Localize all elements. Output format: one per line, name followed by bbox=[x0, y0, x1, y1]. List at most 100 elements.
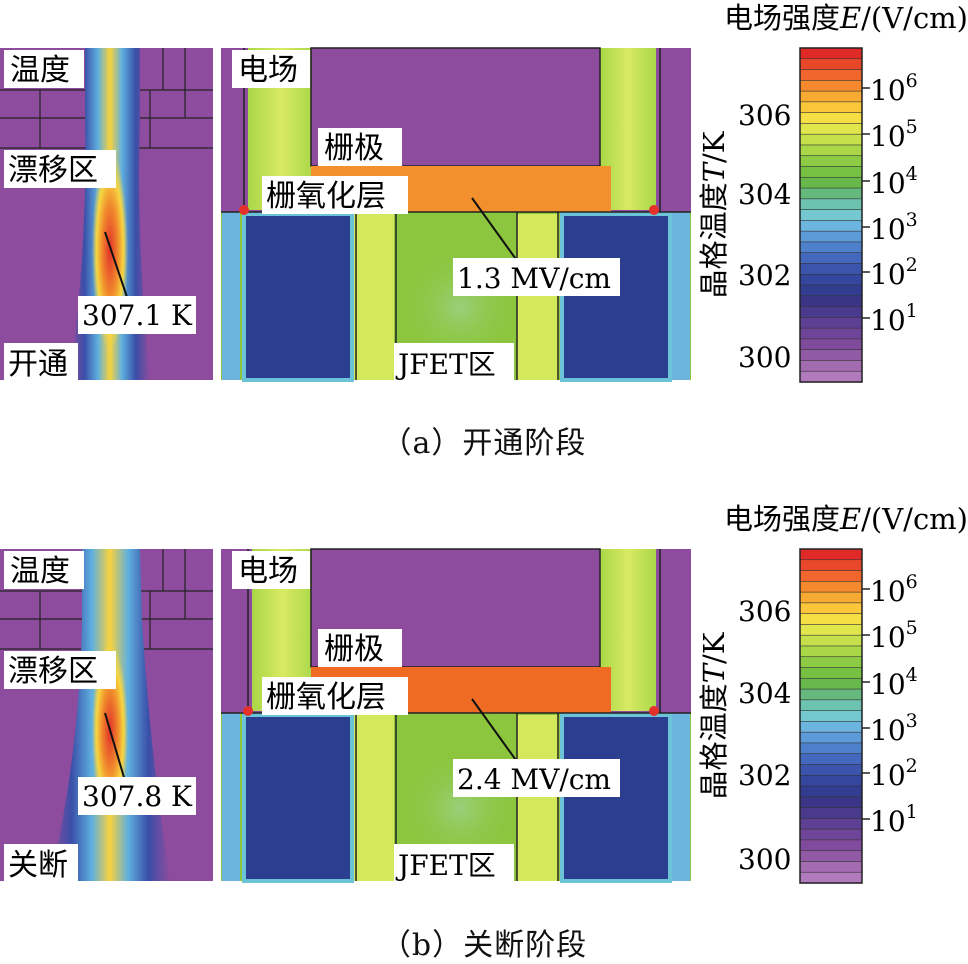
temp-tick-306: 306 bbox=[738, 595, 791, 628]
field-label-box: 电场 bbox=[232, 50, 310, 88]
caption-b: （b）关断阶段 bbox=[380, 928, 588, 963]
colorbar: 电场强度E/(V/cm) 晶格温度T/K 306 304 302 300 106… bbox=[697, 502, 968, 884]
panel-a-figure: 温度 漂移区 307.1 K 开通 bbox=[0, 1, 968, 383]
colorbar-stripe bbox=[799, 112, 863, 125]
state-label-box: 开通 bbox=[4, 343, 78, 382]
colorbar-stripe bbox=[799, 187, 863, 200]
field-tick-1e6: 106 bbox=[870, 571, 918, 608]
colorbar-stripe bbox=[799, 327, 863, 340]
colorbar-stripe bbox=[799, 721, 863, 733]
gate-label-box: 栅极 bbox=[318, 128, 402, 166]
colorbar-stripe bbox=[799, 317, 863, 329]
colorbar-field-axis: 106 105 104 103 102 101 bbox=[862, 70, 918, 337]
jfet-label-box: JFET区 bbox=[394, 343, 514, 381]
temp-label-box: 温度 bbox=[4, 551, 84, 589]
colorbar-stripe bbox=[799, 338, 863, 351]
oxide-field-label: 2.4 MV/cm bbox=[457, 763, 611, 796]
gate-label-box: 栅极 bbox=[318, 629, 402, 667]
field-tick-1e5: 105 bbox=[870, 116, 918, 153]
colorbar-stripe bbox=[799, 591, 863, 604]
colorbar-stripe bbox=[799, 284, 863, 297]
state-label: 开通 bbox=[8, 347, 68, 382]
colorbar-stripe bbox=[799, 198, 863, 211]
temperature-map bbox=[0, 549, 213, 881]
oxide-label-box: 栅氧化层 bbox=[262, 176, 408, 214]
field-label: 电场 bbox=[238, 53, 298, 88]
colorbar-temp-axis: 晶格温度T/K 306 304 302 300 bbox=[697, 99, 791, 374]
colorbar-stripe bbox=[799, 241, 863, 254]
colorbar: 电场强度E/(V/cm) 晶格温度T/K 306 304 302 300 106… bbox=[697, 1, 968, 383]
panel-b-figure: 温度 漂移区 307.8 K 关断 bbox=[0, 502, 968, 884]
colorbar-stripe bbox=[799, 370, 863, 383]
colorbar-stripe bbox=[799, 656, 863, 669]
colorbar-stripe bbox=[799, 839, 863, 852]
field-tick-1e3: 103 bbox=[870, 710, 918, 747]
colorbar-stripe bbox=[799, 144, 863, 157]
oxide-label: 栅氧化层 bbox=[266, 179, 386, 214]
field-tick-1e1: 101 bbox=[870, 300, 918, 337]
colorbar-stripe bbox=[799, 645, 863, 658]
colorbar-stripe bbox=[799, 360, 863, 372]
colorbar-stripe bbox=[799, 807, 863, 819]
field-tick-1e5: 105 bbox=[870, 617, 918, 654]
temp-label: 温度 bbox=[10, 53, 70, 88]
colorbar-stripe bbox=[799, 581, 863, 593]
colorbar-stripe bbox=[799, 764, 863, 776]
colorbar-field-title: 电场强度E/(V/cm) bbox=[724, 502, 968, 536]
colorbar-stripe bbox=[799, 166, 863, 178]
temp-tick-302: 302 bbox=[738, 259, 791, 292]
colorbar-stripe bbox=[799, 69, 863, 81]
colorbar-stripe bbox=[799, 176, 863, 189]
colorbar-stripe bbox=[799, 861, 863, 873]
colorbar-stripe bbox=[799, 796, 863, 809]
colorbar-stripe bbox=[799, 785, 863, 798]
drift-label-box: 漂移区 bbox=[4, 150, 116, 188]
field-label: 电场 bbox=[238, 554, 298, 589]
colorbar-stripe bbox=[799, 634, 863, 647]
colorbar-stripe bbox=[799, 349, 863, 362]
temp-tick-300: 300 bbox=[738, 341, 791, 374]
field-tick-1e6: 106 bbox=[870, 70, 918, 107]
field-label-box: 电场 bbox=[232, 551, 310, 589]
colorbar-stripe bbox=[799, 155, 863, 168]
colorbar-stripe bbox=[799, 818, 863, 830]
temp-tick-304: 304 bbox=[738, 178, 791, 211]
temp-label-box: 温度 bbox=[4, 50, 84, 88]
drift-region-label: 漂移区 bbox=[8, 654, 98, 689]
colorbar-stripe bbox=[799, 667, 863, 679]
field-tick-1e4: 104 bbox=[870, 664, 918, 701]
peak-temp-label: 307.1 K bbox=[82, 299, 193, 332]
colorbar-stripe bbox=[799, 209, 863, 221]
colorbar-stripe bbox=[799, 624, 863, 636]
colorbar-stripe bbox=[799, 101, 863, 114]
colorbar-stripe bbox=[799, 688, 863, 701]
drift-label-box: 漂移区 bbox=[4, 651, 116, 689]
colorbar-stripe bbox=[799, 570, 863, 582]
drift-region-label: 漂移区 bbox=[8, 153, 98, 188]
colorbar-stripe bbox=[799, 828, 863, 841]
colorbar-stripe bbox=[799, 602, 863, 615]
jfet-label: JFET区 bbox=[395, 348, 496, 381]
colorbar-stripe bbox=[799, 559, 863, 572]
temp-tick-306: 306 bbox=[738, 99, 791, 132]
peak-temp-box: 307.1 K bbox=[78, 296, 196, 334]
state-label: 关断 bbox=[8, 848, 68, 883]
field-tick-1e1: 101 bbox=[870, 801, 918, 838]
colorbar-stripe bbox=[799, 731, 863, 744]
colorbar-stripe bbox=[799, 295, 863, 308]
field-tick-1e2: 102 bbox=[870, 755, 918, 792]
colorbar-stripe bbox=[799, 677, 863, 690]
oxide-field-box: 2.4 MV/cm bbox=[453, 759, 620, 797]
field-tick-1e4: 104 bbox=[870, 163, 918, 200]
state-label-box: 关断 bbox=[4, 844, 78, 883]
temp-label: 温度 bbox=[10, 554, 70, 589]
oxide-field-label: 1.3 MV/cm bbox=[457, 262, 611, 295]
colorbar-stripe bbox=[799, 850, 863, 863]
colorbar-stripe bbox=[799, 871, 863, 884]
gate-label: 栅极 bbox=[324, 131, 384, 166]
oxide-label-box: 栅氧化层 bbox=[262, 677, 408, 715]
temp-tick-302: 302 bbox=[738, 759, 791, 792]
colorbar-field-title: 电场强度E/(V/cm) bbox=[724, 1, 968, 35]
colorbar-stripe bbox=[799, 220, 863, 232]
temp-tick-300: 300 bbox=[738, 843, 791, 876]
